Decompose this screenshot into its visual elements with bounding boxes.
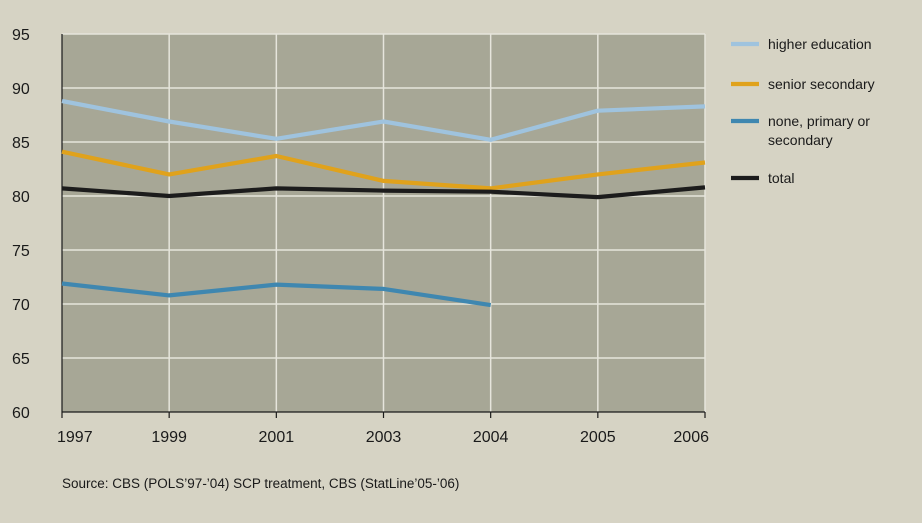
series-line-3 — [61, 185, 706, 200]
x-tick-label: 2004 — [473, 429, 509, 446]
legend-label-line: higher education — [768, 36, 872, 52]
legend-label-1: senior secondary — [768, 76, 875, 92]
x-tick-label: 2003 — [366, 429, 402, 446]
x-tick-label: 2006 — [673, 429, 709, 446]
y-tick-label: 70 — [12, 297, 30, 314]
series-lines — [61, 98, 706, 308]
legend-label-2: none, primary or secondary — [768, 113, 870, 148]
y-tick-label: 95 — [12, 27, 30, 44]
y-tick-label: 75 — [12, 243, 30, 260]
series-line-0 — [61, 98, 706, 142]
y-tick-label: 65 — [12, 351, 30, 368]
x-tick-label: 1999 — [151, 429, 187, 446]
x-tick-label: 1997 — [57, 429, 93, 446]
legend-label-3: total — [768, 170, 794, 186]
y-tick-label: 60 — [12, 405, 30, 422]
legend-label-line: none, primary or — [768, 113, 870, 129]
y-tick-label: 90 — [12, 81, 30, 98]
y-tick-label: 80 — [12, 189, 30, 206]
source-note: Source: CBS (POLS’97-’04) SCP treatment,… — [62, 476, 459, 491]
x-tick-label: 2001 — [259, 429, 295, 446]
x-tick-label: 2005 — [580, 429, 616, 446]
legend-label-line: senior secondary — [768, 76, 875, 92]
axes: 60 65 70 75 80 85 90 95 1997 1999 2001 2003 2004 2005… — [12, 27, 709, 446]
legend-label-0: higher education — [768, 36, 872, 52]
series-line-1 — [61, 149, 706, 191]
series-line-2 — [61, 281, 492, 308]
y-tick-label: 85 — [12, 135, 30, 152]
legend: higher education senior secondary none, pr… — [731, 36, 875, 186]
legend-label-line: total — [768, 170, 794, 186]
legend-label-line: secondary — [768, 132, 833, 148]
